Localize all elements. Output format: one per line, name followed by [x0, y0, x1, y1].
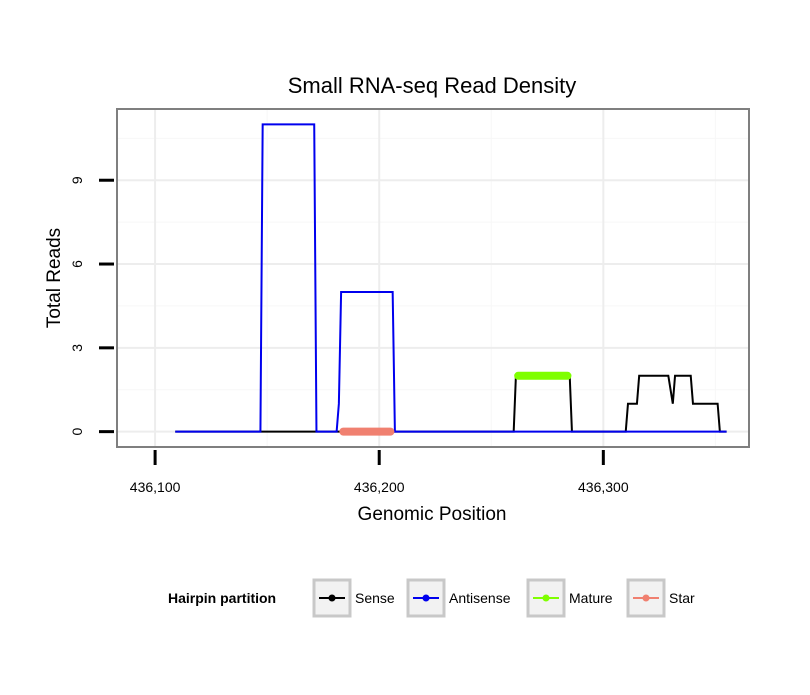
legend-point-mature — [542, 594, 550, 602]
x-tick-label: 436,300 — [578, 479, 629, 495]
legend-point-sense — [328, 594, 336, 602]
legend-label-antisense: Antisense — [449, 590, 511, 606]
legend-label-mature: Mature — [569, 590, 613, 606]
legend-label-sense: Sense — [355, 590, 395, 606]
x-tick-label: 436,100 — [130, 479, 181, 495]
y-tick-label: 9 — [69, 176, 85, 184]
plot-border — [116, 108, 750, 448]
axes: 436,100 436,200 436,300 0 3 6 9 — [69, 176, 629, 495]
legend-point-star — [642, 594, 650, 602]
x-tick-label: 436,200 — [354, 479, 405, 495]
chart-title: Small RNA-seq Read Density — [288, 73, 577, 98]
y-tick-label: 3 — [69, 344, 85, 352]
y-tick-label: 6 — [69, 260, 85, 268]
legend-label-star: Star — [669, 590, 695, 606]
legend-title: Hairpin partition — [168, 590, 276, 606]
y-tick-label: 0 — [69, 428, 85, 436]
series-line-antisense — [175, 123, 727, 433]
x-axis-label: Genomic Position — [358, 504, 507, 525]
legend-point-antisense — [422, 594, 430, 602]
plot-panel — [117, 109, 749, 447]
series-lines — [175, 123, 727, 436]
legend: Hairpin partition Sense Antisense Mature St… — [168, 578, 695, 618]
y-axis-label: Total Reads — [44, 228, 65, 328]
